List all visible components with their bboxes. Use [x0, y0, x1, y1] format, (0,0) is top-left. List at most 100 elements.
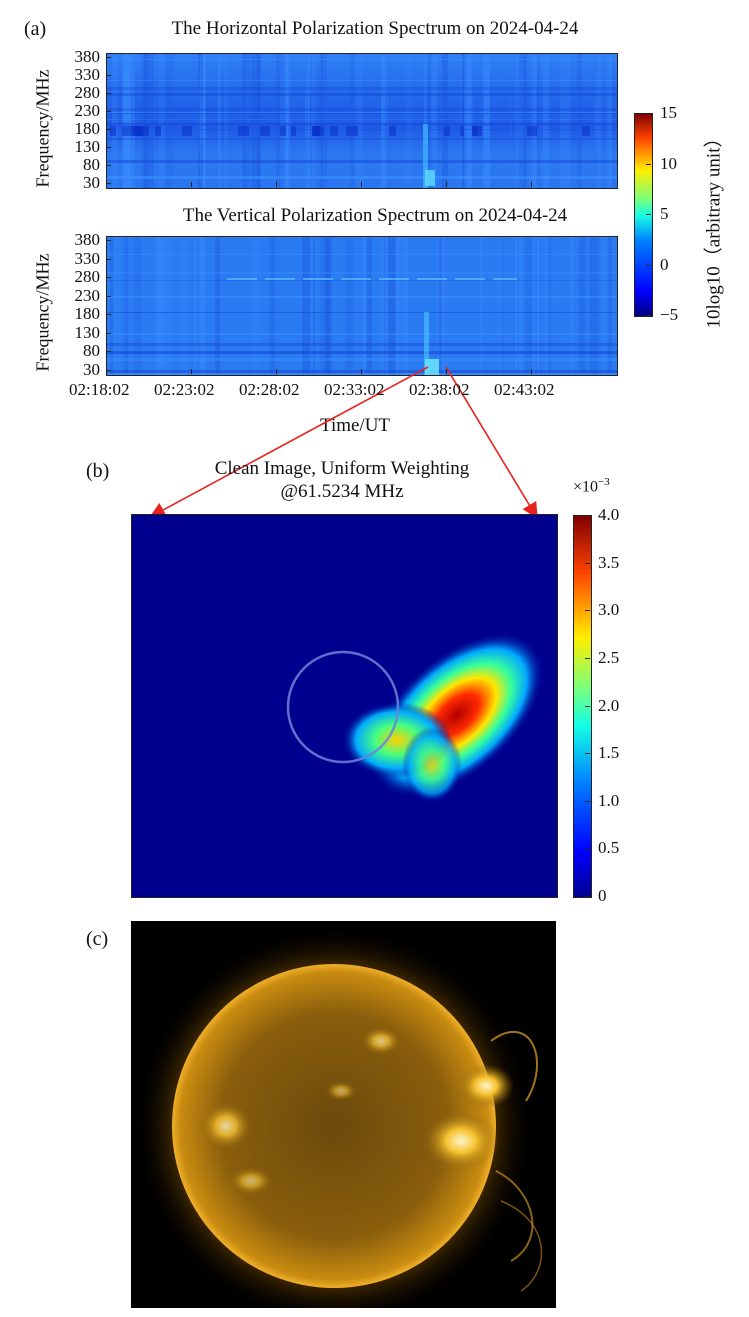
xtick-4: 02:38:02: [409, 380, 470, 399]
vbands-column: [515, 237, 517, 375]
xtick-mark-top: [276, 182, 277, 187]
hbands-column: [540, 54, 541, 188]
hbands-dark-patch: [527, 126, 537, 136]
clean-colorbar-mark: [585, 800, 590, 802]
hbands-column: [462, 54, 467, 188]
vertical-spectrum-svg: [107, 237, 617, 375]
top-ytick-mark: [106, 57, 111, 58]
hbands-row: [107, 80, 617, 81]
hbands-column: [533, 54, 536, 188]
vbands-column: [366, 237, 372, 375]
clean-colorbar-mark: [585, 753, 590, 755]
vbands-column: [395, 237, 401, 375]
hbands-dark-patch: [472, 126, 482, 136]
hbands-column: [543, 54, 549, 188]
vbands-column: [387, 237, 388, 375]
vbands-column: [384, 237, 385, 375]
vbands-column: [300, 237, 302, 375]
vbands-row: [107, 254, 617, 255]
bottom-ytick-mark: [106, 332, 111, 334]
bottom-ytick-130: 130: [74, 322, 101, 342]
top-ytick-mark: [106, 111, 111, 112]
hbands-row: [107, 129, 617, 130]
clean-colorbar-tick: 0: [598, 886, 607, 905]
xtick-3: 02:33:02: [324, 380, 385, 399]
hbands-column: [426, 54, 427, 188]
bottom-ytick-mark: [106, 351, 111, 353]
hbands-dark-patch: [280, 126, 286, 136]
vertical-spectrum: [106, 236, 618, 376]
clean-colorbar-tick: 1.5: [598, 743, 620, 763]
vbands-row: [107, 333, 617, 334]
bottom-ytick-mark: [106, 370, 111, 371]
vbands-column: [589, 237, 596, 375]
hbands-column: [257, 54, 259, 188]
clean-colorbar-mark: [585, 515, 590, 516]
hbands-dark-patch: [291, 126, 296, 136]
clean-colorbar-mark: [585, 610, 590, 612]
clean-colorbar-mark: [585, 896, 590, 897]
hbands-dark-patch: [389, 126, 396, 136]
hbands-dark-patch: [110, 126, 116, 136]
vbands-row: [107, 237, 617, 238]
hbands-column: [123, 54, 124, 188]
hbands-column: [245, 54, 246, 188]
vbands-row: [107, 280, 617, 281]
xtick-mark-top: [191, 182, 192, 187]
hbands-column: [609, 54, 612, 188]
vbands-column: [396, 237, 399, 375]
clean-colorbar: [573, 515, 592, 898]
hbands-column: [253, 54, 261, 188]
vbands-row: [107, 272, 617, 274]
top-ytick-330: 330: [74, 65, 101, 84]
hbands-column: [142, 54, 149, 188]
hbands-row: [107, 93, 617, 96]
hbands-column: [606, 54, 611, 188]
hbands-row: [107, 123, 617, 126]
hbands-column: [311, 54, 312, 188]
hbands-dark-patch: [460, 126, 464, 136]
sun-euv-image: [131, 921, 556, 1308]
top-ytick-mark: [106, 75, 111, 76]
bottom-ytick-80: 80: [83, 341, 100, 361]
vbands-column: [313, 237, 315, 375]
spectrum-colorbar-tick: 10: [660, 153, 677, 173]
spectrum-colorbar-mark: [646, 264, 651, 266]
hbands-column: [531, 54, 537, 188]
panel-label-b: (b): [86, 460, 110, 482]
hbands-column: [165, 54, 173, 188]
vbands-row: [107, 312, 617, 313]
hbands-column: [519, 54, 527, 188]
top-ytick-80: 80: [83, 155, 100, 174]
horizontal-spectrum: [106, 53, 618, 189]
vbands-column: [320, 237, 323, 375]
vbands-column: [388, 237, 396, 375]
hbands-column: [112, 54, 118, 188]
vbands-column: [200, 237, 204, 375]
hbands-dark-patch: [155, 126, 161, 136]
bottom-ytick-mark: [106, 295, 111, 297]
top-ytick-280: 280: [74, 83, 101, 102]
hbands-column: [144, 54, 147, 188]
vbands-column: [156, 237, 164, 375]
vbands-column: [602, 237, 606, 375]
top-ytick-mark: [106, 165, 111, 166]
hbands-row: [107, 108, 617, 111]
spectrum-colorbar-tick: 15: [660, 103, 677, 122]
clean-colorbar-multiplier-base: ×10: [573, 478, 599, 496]
bottom-ytick-30: 30: [83, 360, 100, 379]
vbands-column: [533, 237, 540, 375]
panel-label-a: (a): [24, 18, 47, 40]
bottom-ytick-mark: [106, 314, 111, 316]
bottom-ytick-180: 180: [74, 304, 101, 324]
clean-image-title-line2: @61.5234 MHz: [280, 481, 404, 502]
vbands-column: [502, 237, 503, 375]
hbands-column: [218, 54, 221, 188]
vertical-spectrum-title: The Vertical Polarization Spectrum on 20…: [182, 205, 568, 226]
xtick-mark-top: [531, 182, 532, 187]
top-ytick-mark: [106, 93, 111, 94]
vbands-column: [345, 237, 353, 375]
hbands-column: [321, 54, 323, 188]
xtick-2: 02:28:02: [239, 380, 300, 399]
spectrum-colorbar-tick: −5: [660, 305, 679, 324]
